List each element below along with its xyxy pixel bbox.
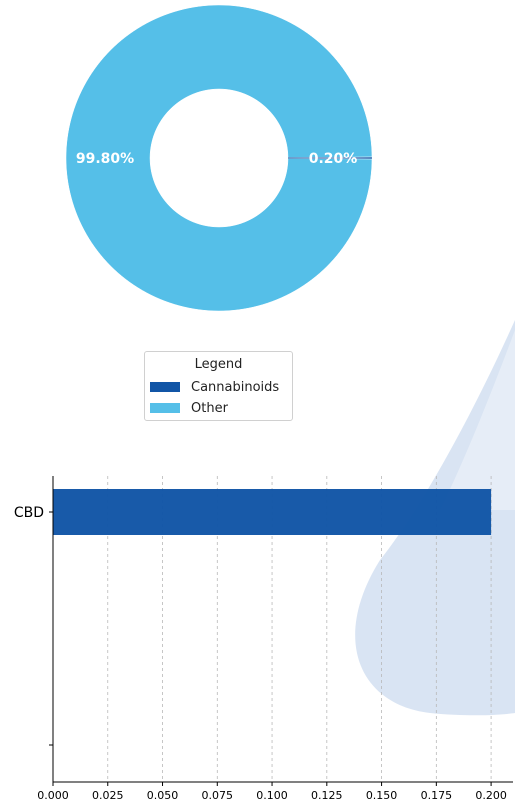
donut-slice-other xyxy=(65,4,373,312)
x-tick-label: 0.075 xyxy=(202,789,234,802)
legend-swatch-other xyxy=(150,403,180,413)
x-tick-label: 0.125 xyxy=(311,789,343,802)
x-tick-label: 0.050 xyxy=(147,789,179,802)
x-tick-label: 0.200 xyxy=(475,789,507,802)
bar-cbd xyxy=(53,489,492,535)
legend-item-other: Other xyxy=(150,400,228,416)
donut-label-cannabinoids: 0.20% xyxy=(309,151,358,167)
x-tick-label: 0.175 xyxy=(421,789,453,802)
legend-swatch-cannabinoids xyxy=(150,382,180,392)
legend-label-cannabinoids: Cannabinoids xyxy=(191,379,280,395)
x-tick-label: 0.100 xyxy=(256,789,288,802)
donut-label-other: 99.80% xyxy=(76,151,134,167)
x-tick-label: 0.150 xyxy=(366,789,398,802)
x-tick-label: 0.000 xyxy=(37,789,69,802)
watermark-drop-highlight xyxy=(440,330,515,510)
donut-chart: 99.80% 0.20% xyxy=(65,4,373,312)
x-tick-label: 0.025 xyxy=(92,789,124,802)
bar-chart: 0.000 0.025 0.050 0.075 0.100 0.125 0.150 0.175… xyxy=(14,476,513,802)
legend-title: Legend xyxy=(194,357,243,372)
legend-label-other: Other xyxy=(191,400,228,416)
y-tick-label-cbd: CBD xyxy=(14,505,44,521)
legend: Legend Cannabinoids Other xyxy=(144,351,293,421)
legend-item-cannabinoids: Cannabinoids xyxy=(150,379,279,395)
